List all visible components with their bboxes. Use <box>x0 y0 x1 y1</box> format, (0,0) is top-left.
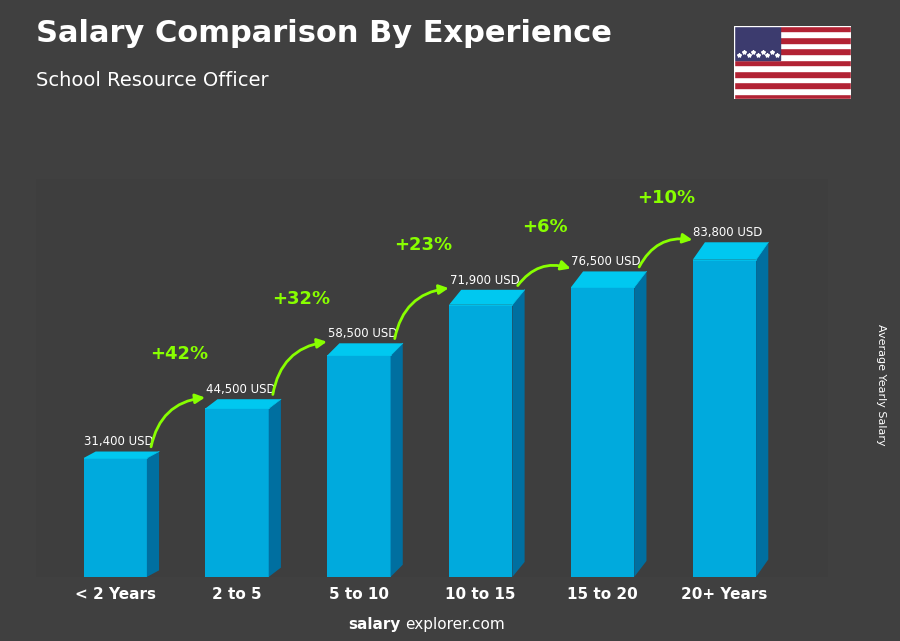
Text: 44,500 USD: 44,500 USD <box>206 383 275 396</box>
Polygon shape <box>84 458 147 577</box>
Bar <box>734 60 850 65</box>
Bar <box>734 94 850 99</box>
Polygon shape <box>634 271 646 577</box>
Bar <box>734 31 850 37</box>
Polygon shape <box>269 399 281 577</box>
Text: Average Yearly Salary: Average Yearly Salary <box>877 324 886 445</box>
Text: 58,500 USD: 58,500 USD <box>328 327 397 340</box>
Polygon shape <box>391 344 403 577</box>
Bar <box>734 71 850 77</box>
Bar <box>734 48 850 54</box>
Bar <box>734 26 780 60</box>
Bar <box>734 77 850 82</box>
Polygon shape <box>693 242 769 260</box>
Text: 83,800 USD: 83,800 USD <box>693 226 763 239</box>
Bar <box>734 88 850 94</box>
Text: 71,900 USD: 71,900 USD <box>449 274 519 287</box>
Text: Salary Comparison By Experience: Salary Comparison By Experience <box>36 19 612 48</box>
Polygon shape <box>693 260 756 577</box>
Text: +32%: +32% <box>272 290 330 308</box>
Polygon shape <box>756 242 769 577</box>
Polygon shape <box>205 408 269 577</box>
Text: +23%: +23% <box>394 236 452 254</box>
Polygon shape <box>449 304 512 577</box>
Bar <box>734 43 850 48</box>
Bar <box>734 82 850 88</box>
Text: 31,400 USD: 31,400 USD <box>84 435 154 448</box>
Polygon shape <box>571 287 634 577</box>
Polygon shape <box>571 271 646 287</box>
Bar <box>734 54 850 60</box>
Text: School Resource Officer: School Resource Officer <box>36 71 268 90</box>
Text: +42%: +42% <box>150 345 208 363</box>
Polygon shape <box>512 290 525 577</box>
Bar <box>734 26 850 31</box>
Text: +6%: +6% <box>522 218 568 236</box>
Bar <box>734 65 850 71</box>
Polygon shape <box>328 344 403 356</box>
Bar <box>734 37 850 43</box>
Polygon shape <box>449 290 525 304</box>
Polygon shape <box>328 356 391 577</box>
Text: explorer.com: explorer.com <box>405 617 505 632</box>
Polygon shape <box>147 451 159 577</box>
Text: +10%: +10% <box>637 188 696 206</box>
Text: salary: salary <box>348 617 400 632</box>
Polygon shape <box>84 451 159 458</box>
Polygon shape <box>205 399 281 408</box>
Text: 76,500 USD: 76,500 USD <box>572 255 641 268</box>
